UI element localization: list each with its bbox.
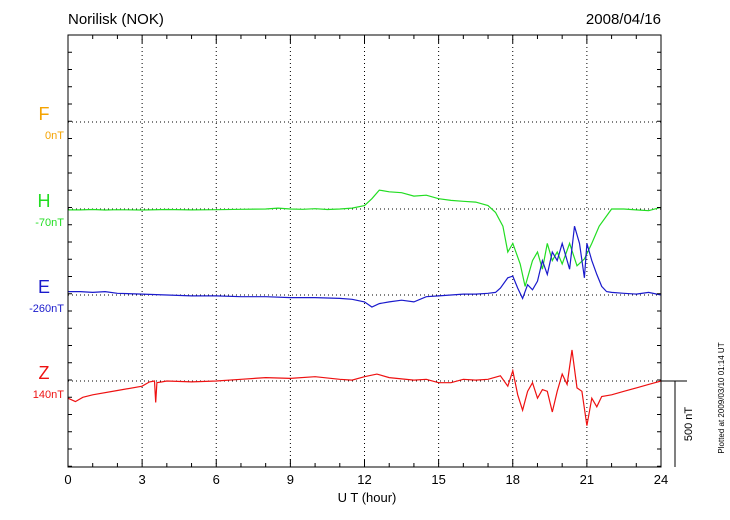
x-tick-label: 6 (213, 472, 220, 487)
series-offset-h: -70nT (35, 217, 64, 229)
x-axis-label: U T (hour) (338, 490, 397, 505)
series-line-z (67, 349, 662, 426)
date-label: 2008/04/16 (586, 11, 661, 28)
axis-ticks: 0 3 6 9 12 15 18 21 24 (64, 35, 668, 487)
series-offset-f: 0nT (45, 130, 64, 142)
x-tick-label: 9 (287, 472, 294, 487)
grid-lines (68, 35, 661, 467)
x-tick-label: 12 (357, 472, 371, 487)
x-tick-label: 3 (139, 472, 146, 487)
station-title: Norilisk (NOK) (68, 11, 164, 28)
series-labels: F 0nT H -70nT E -260nT Z 140nT (29, 104, 64, 401)
x-tick-label: 24 (654, 472, 668, 487)
x-tick-label: 18 (506, 472, 520, 487)
series-line-e (68, 226, 662, 308)
series-offset-z: 140nT (33, 389, 64, 401)
x-tick-label: 21 (580, 472, 594, 487)
x-tick-label: 0 (64, 472, 71, 487)
series-name-h: H (38, 191, 51, 211)
series-name-f: F (39, 104, 50, 124)
scale-bar-label: 500 nT (683, 407, 695, 442)
series-name-e: E (38, 277, 50, 297)
plotted-note: Plotted at 2009/03/10 01:14 UT (717, 342, 726, 453)
series-offset-e: -260nT (29, 303, 64, 315)
series-name-z: Z (39, 363, 50, 383)
x-tick-label: 15 (431, 472, 445, 487)
series-lines (67, 189, 662, 426)
